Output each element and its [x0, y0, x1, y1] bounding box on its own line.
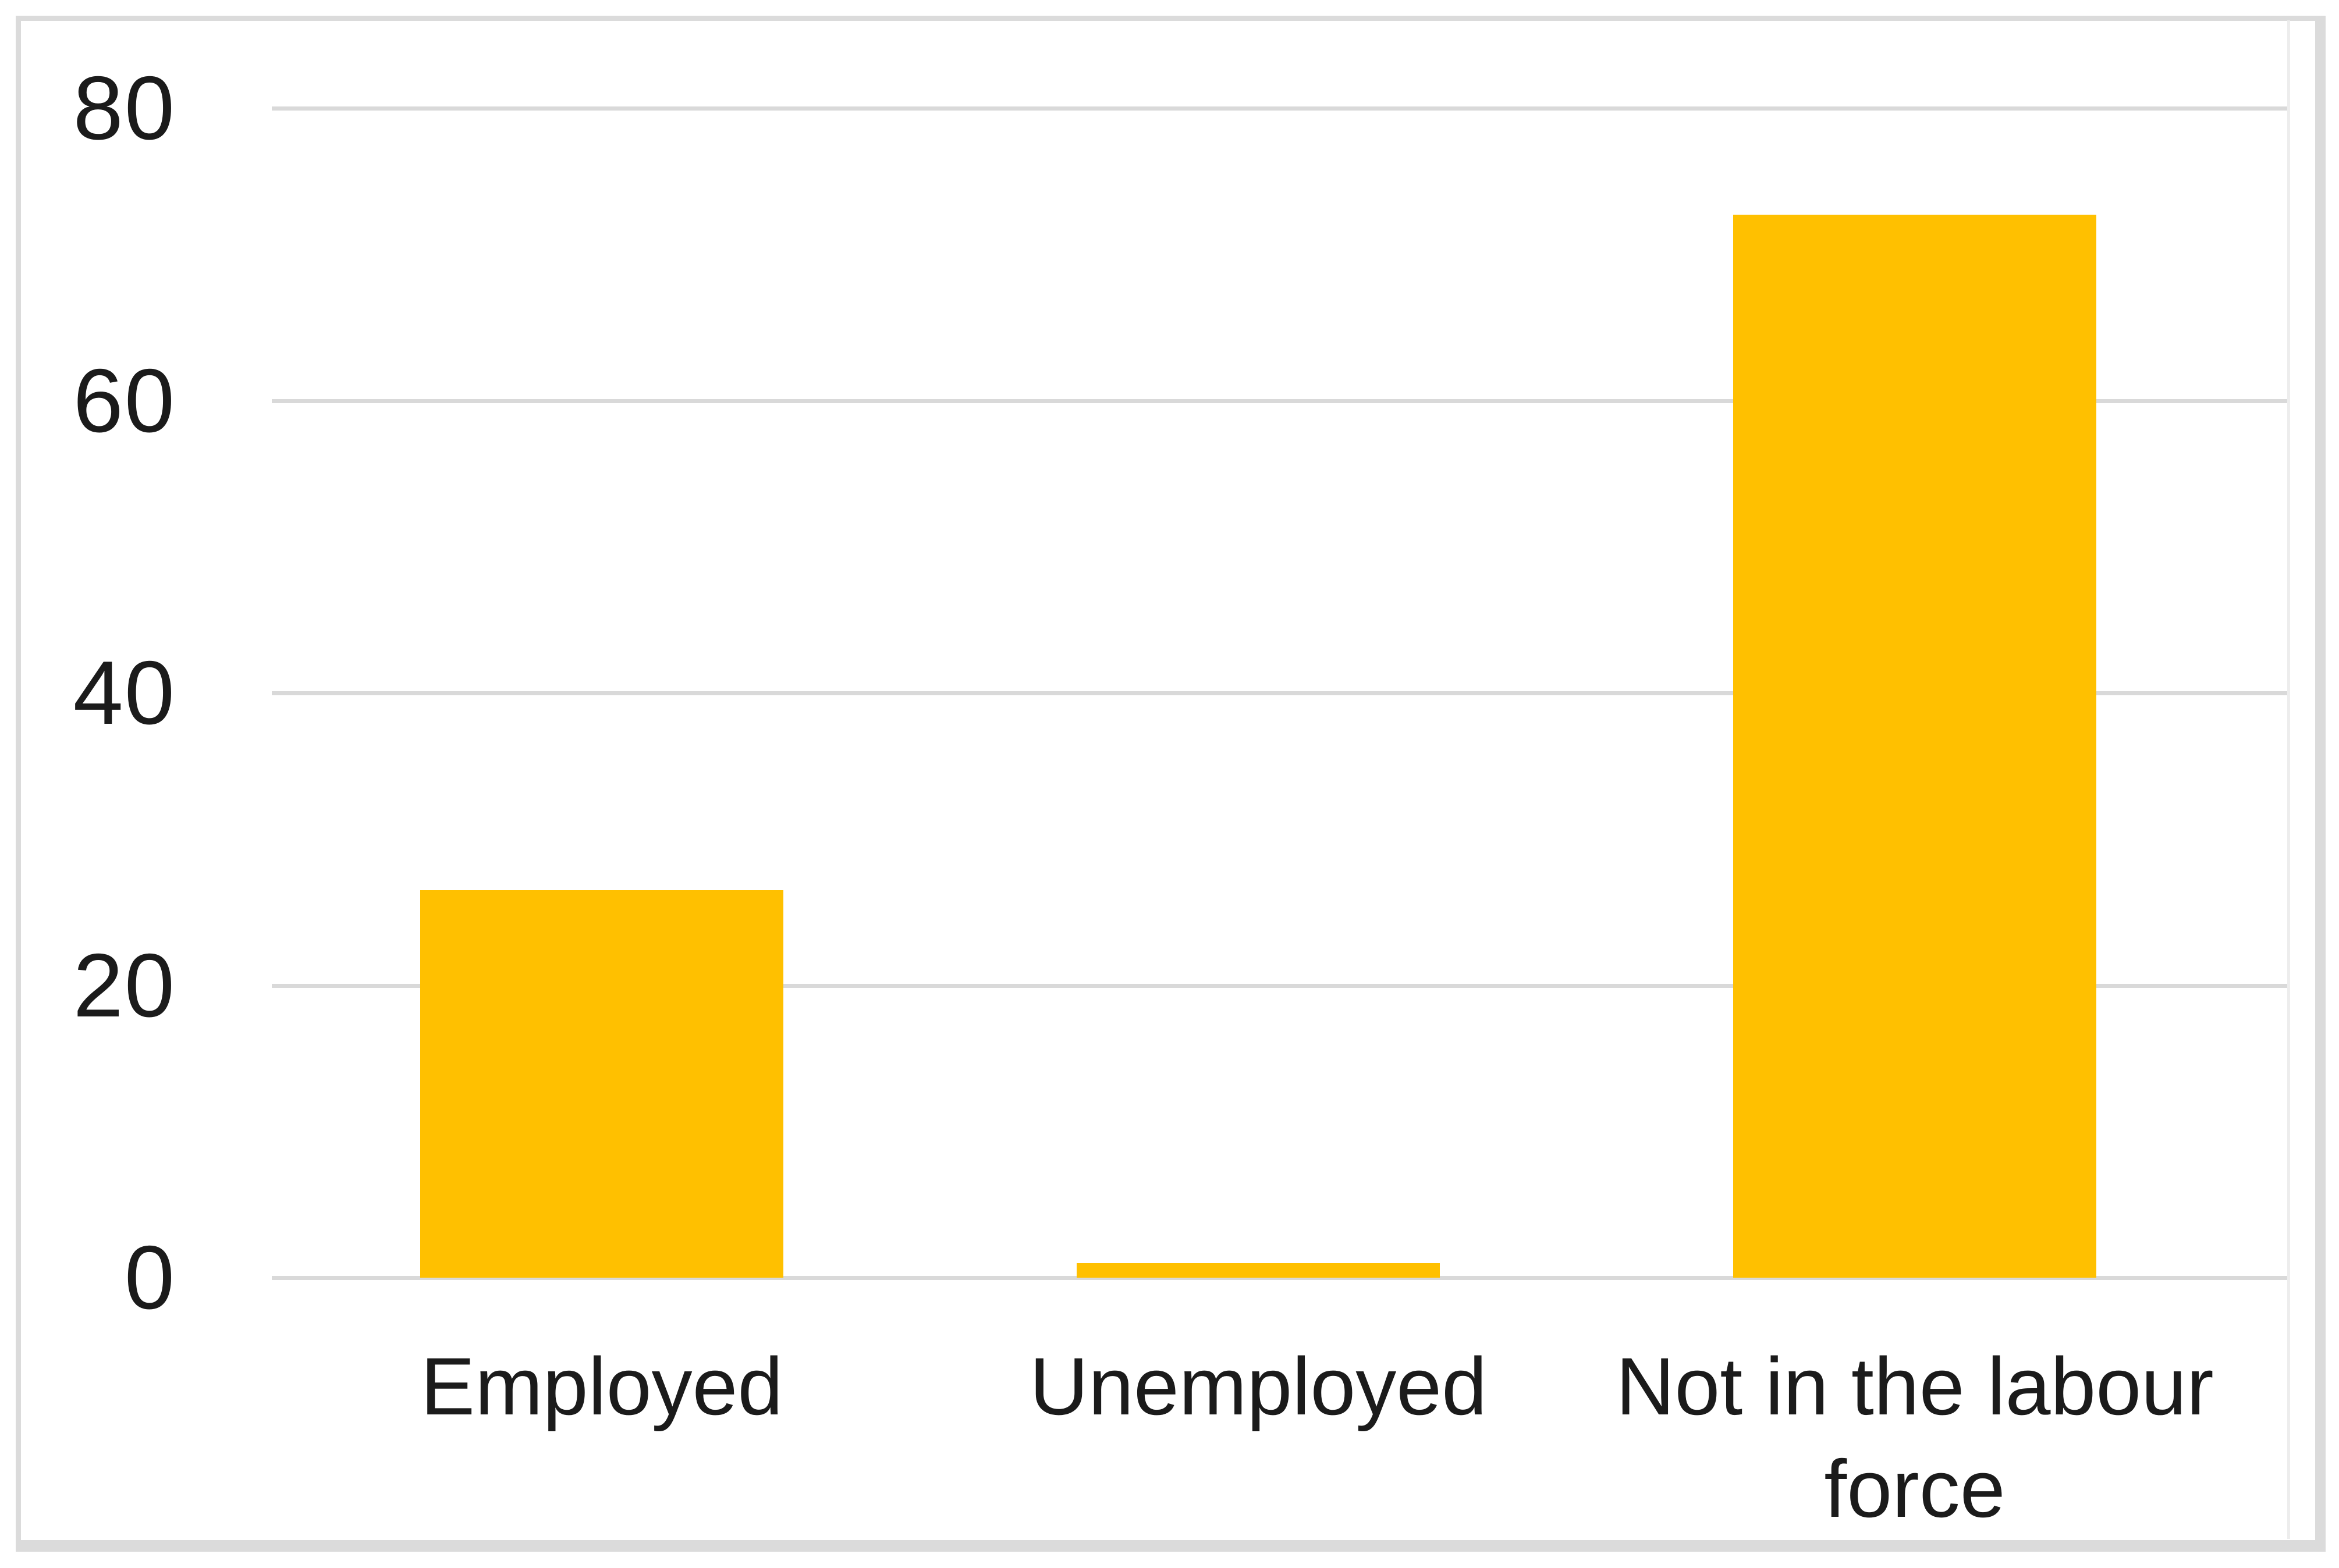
gridline-y-80 — [272, 106, 2287, 111]
y-axis-tick-label: 80 — [73, 58, 176, 158]
bar-employed — [420, 890, 783, 1278]
gridline-y-20 — [272, 983, 2287, 988]
gridline-y-0 — [272, 1276, 2287, 1280]
bar-not-in-the-labour-force — [1733, 215, 2096, 1278]
x-axis-category-label: Unemployed — [1030, 1341, 1487, 1432]
gridline-y-40 — [272, 691, 2287, 695]
bar-unemployed — [1077, 1263, 1440, 1278]
y-axis-tick-label: 60 — [73, 350, 176, 451]
plot-right-border — [2287, 20, 2290, 1539]
y-axis-tick-label: 20 — [73, 934, 176, 1036]
x-axis-category-label: Employed — [420, 1341, 783, 1432]
y-axis-tick-label: 0 — [124, 1227, 176, 1328]
x-axis-category-label: Not in the labour force — [1616, 1341, 2214, 1534]
y-axis-tick-label: 40 — [73, 642, 176, 743]
gridline-y-60 — [272, 399, 2287, 403]
